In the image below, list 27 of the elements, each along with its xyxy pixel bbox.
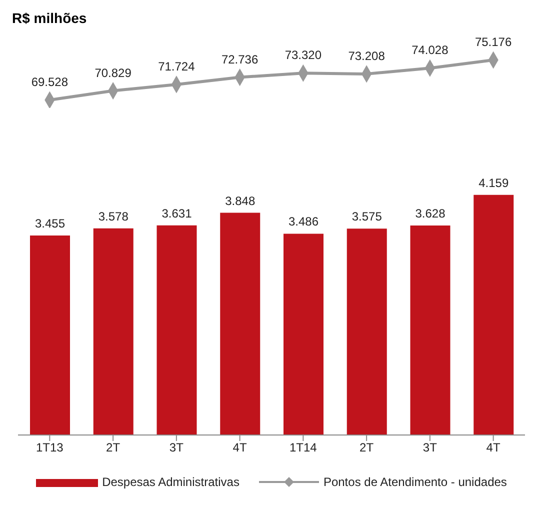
x-tick-label: 2T — [106, 440, 121, 455]
data-label: 3.486 — [288, 214, 319, 229]
data-label: 70.829 — [94, 66, 132, 80]
data-label: 3.455 — [34, 216, 66, 230]
data-label: 3.578 — [98, 209, 129, 224]
x-tick-label: 1T13 — [36, 440, 64, 455]
x-tick-label: 4T — [486, 440, 501, 455]
x-tick-label: 3T — [422, 440, 438, 455]
legend-label: Pontos de Atendimento - unidades — [322, 475, 507, 489]
x-tick-label: 4T — [232, 440, 248, 455]
text: Despesas Administrativas — [101, 475, 240, 489]
chart-title: R$ milhões — [12, 10, 87, 26]
data-label: 73.208 — [348, 48, 386, 63]
x-tick-label: 3T — [169, 440, 184, 455]
data-label: 3.575 — [352, 210, 382, 224]
data-label: 72.736 — [221, 52, 258, 66]
data-label: 69.528 — [31, 75, 68, 89]
data-label: 73.320 — [284, 48, 322, 62]
x-tick-label: 2T — [360, 440, 374, 455]
data-label: 4.159 — [478, 176, 509, 190]
data-label: 3.631 — [162, 206, 192, 220]
data-label: 75.176 — [474, 35, 512, 49]
x-tick-label: 1T14 — [290, 440, 318, 455]
data-label: 3.628 — [415, 206, 446, 221]
data-label: 71.724 — [158, 59, 196, 74]
data-label: 3.848 — [225, 194, 256, 208]
data-label: 74.028 — [412, 43, 449, 58]
